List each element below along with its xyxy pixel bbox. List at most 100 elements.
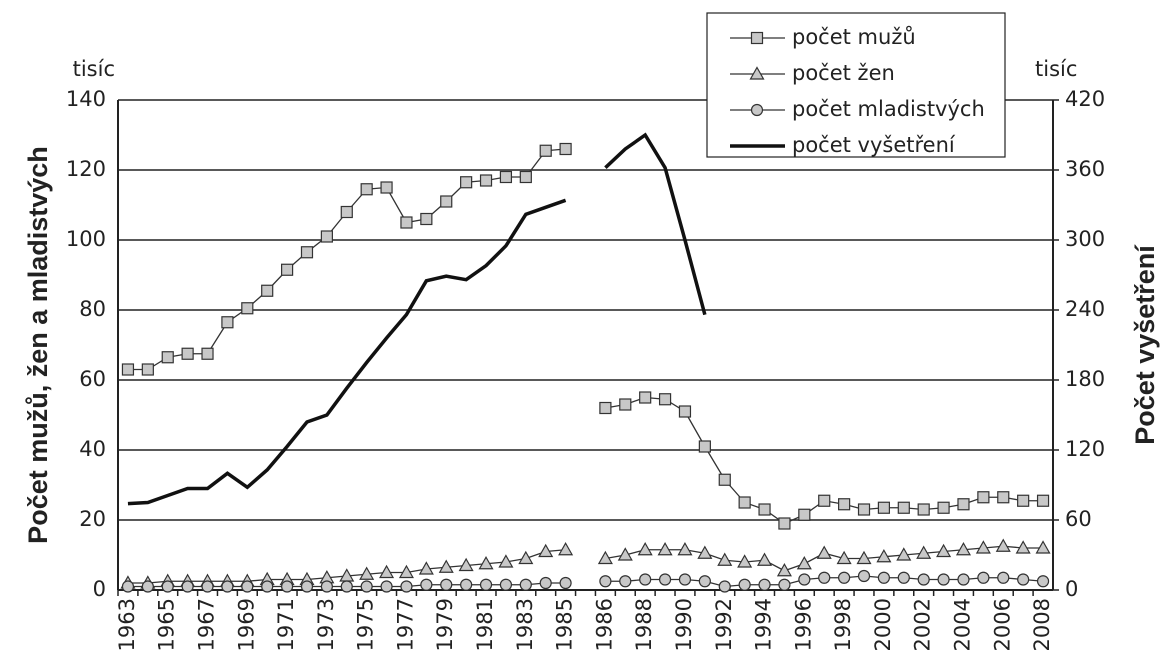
marker [776,563,792,577]
marker [796,556,812,570]
x-tick-label: 1971 [274,598,298,651]
marker [639,573,652,586]
marker [539,144,552,157]
marker [937,501,950,514]
marker [738,578,751,591]
marker [856,550,872,565]
marker [936,543,952,558]
x-tick-label: 1975 [354,598,378,651]
marker [678,405,692,418]
marker [320,230,333,243]
marker [420,212,433,226]
marker [838,571,851,584]
x-tick-label: 1998 [831,598,855,651]
marker [380,181,393,194]
y-tick-label: 120 [66,157,106,181]
x-tick-label: 1996 [791,598,815,651]
marker [519,170,532,184]
marker [221,316,234,329]
marker [479,174,493,187]
marker [857,503,871,516]
marker [955,542,972,556]
legend-marker [750,31,764,45]
marker [658,393,672,406]
x-tick-label: 1986 [592,598,616,651]
x-tick-label: 2006 [990,598,1014,651]
x-tick-label: 1985 [553,598,577,651]
y2-unit-label: tisíc [1035,57,1077,81]
marker [418,561,434,575]
x-tick-label: 1979 [433,598,457,651]
marker [818,571,831,584]
marker [937,573,950,586]
marker [141,580,154,593]
y2-tick-label: 360 [1065,157,1105,181]
marker [241,302,254,315]
marker [539,576,552,590]
marker [778,578,791,591]
marker [261,580,274,593]
marker [698,575,711,588]
x-tick-label: 1988 [632,598,656,651]
marker [201,580,214,593]
marker [261,284,274,297]
marker [977,571,990,584]
marker [181,347,194,360]
y-tick-label: 140 [66,87,106,111]
marker [717,552,733,566]
marker [558,542,574,556]
marker [778,517,791,530]
marker [538,543,554,558]
marker [917,503,930,516]
marker [599,401,612,415]
marker [478,556,494,570]
marker [957,573,970,586]
marker [559,142,572,156]
y-axis-title: Počet mužů, žen a mladistvých [23,146,53,544]
marker [300,580,314,593]
marker [836,550,852,565]
y2-tick-label: 300 [1065,227,1105,251]
marker [657,542,673,556]
marker [300,246,314,259]
marker [400,580,413,593]
legend-label: počet vyšetření [792,133,956,157]
x-tick-label: 1967 [195,598,219,651]
marker [1017,573,1030,586]
y-tick-label: 100 [66,227,106,251]
marker [957,498,970,511]
legend-label: počet žen [792,61,895,85]
marker [997,491,1010,504]
marker [718,473,731,486]
x-tick-label: 1965 [155,598,179,651]
marker [838,498,851,511]
legend-marker [749,66,765,80]
marker [1035,540,1051,554]
x-tick-label: 1963 [115,598,139,651]
marker [897,571,910,584]
marker [977,491,990,504]
marker [181,580,194,593]
marker [121,363,135,376]
y2-tick-label: 240 [1065,297,1105,321]
marker [360,183,373,196]
marker [737,554,753,568]
marker [798,508,811,521]
marker [816,545,832,559]
y-tick-label: 0 [93,577,106,601]
marker [360,580,373,593]
marker [639,391,652,404]
marker [499,170,513,184]
x-tick-label: 2002 [911,598,935,651]
marker [280,263,294,276]
marker [340,580,353,593]
marker [340,205,353,219]
marker [519,578,532,591]
x-tick-label: 1981 [473,598,497,651]
marker [221,580,234,593]
marker [400,216,413,229]
marker [420,578,433,591]
marker [161,351,174,364]
marker [440,195,453,208]
